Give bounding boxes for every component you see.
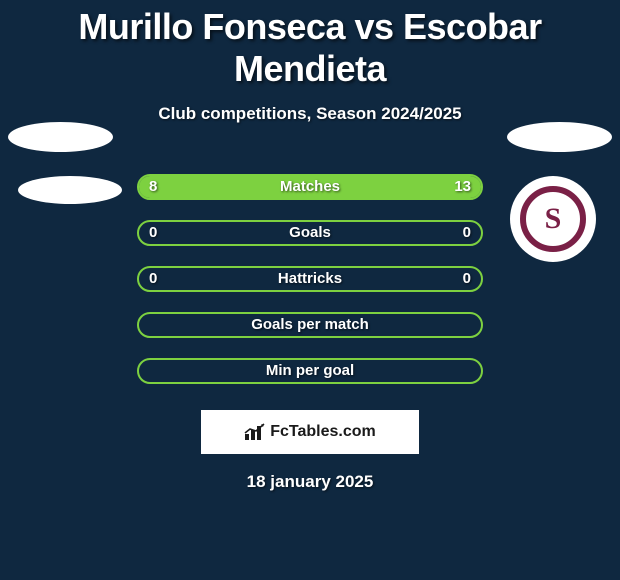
stat-bar: Goals per match [137,312,483,338]
stat-bar: 0 Hattricks 0 [137,266,483,292]
stat-row: Goals per match [0,302,620,348]
stat-row: 8 Matches 13 [0,164,620,210]
stat-value-left: 0 [149,268,157,290]
stat-row: 0 Hattricks 0 [0,256,620,302]
stat-fill-right [269,176,481,198]
brand-box: FcTables.com [201,410,419,454]
stat-bar: Min per goal [137,358,483,384]
player1-photo [8,122,113,152]
brand-chart-icon [244,423,266,441]
stat-value-left: 0 [149,222,157,244]
stat-label: Hattricks [139,268,481,290]
stat-value-right: 13 [454,176,471,198]
stat-fill-left [139,176,269,198]
stat-bar: 0 Goals 0 [137,220,483,246]
player2-photo [507,122,612,152]
stat-label: Min per goal [139,360,481,382]
stat-label: Goals per match [139,314,481,336]
page-title: Murillo Fonseca vs Escobar Mendieta [0,0,620,90]
stat-bar: 8 Matches 13 [137,174,483,200]
brand-text: FcTables.com [270,423,376,441]
stat-value-right: 0 [463,222,471,244]
footer-date: 18 january 2025 [0,472,620,492]
stat-label: Goals [139,222,481,244]
stat-row: Min per goal [0,348,620,394]
stat-row: 0 Goals 0 [0,210,620,256]
comparison-rows: 8 Matches 13 0 Goals 0 0 Hattricks 0 Goa… [0,164,620,394]
page-subtitle: Club competitions, Season 2024/2025 [0,104,620,124]
stat-value-right: 0 [463,268,471,290]
stat-value-left: 8 [149,176,157,198]
